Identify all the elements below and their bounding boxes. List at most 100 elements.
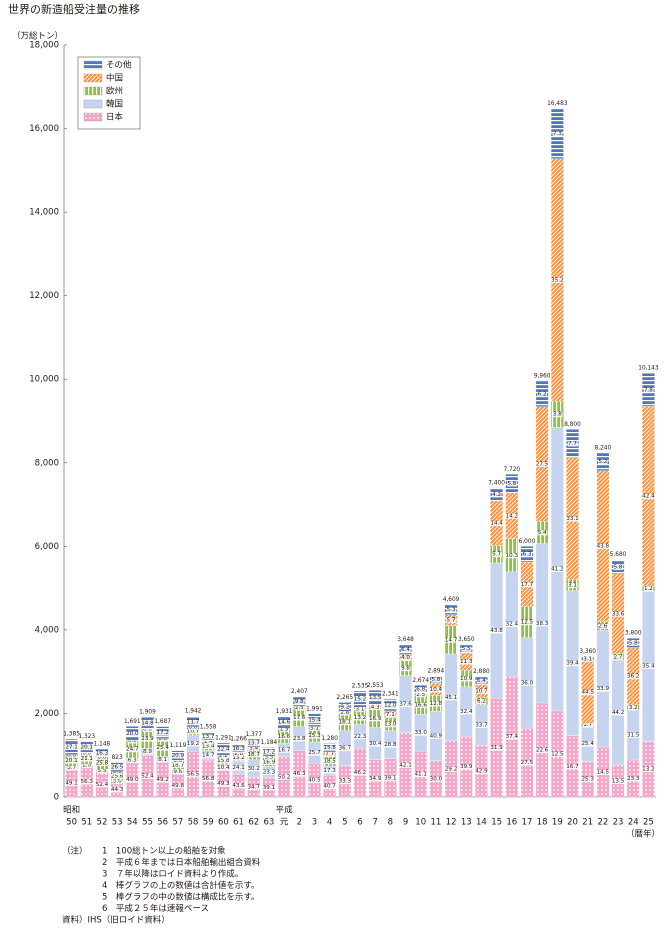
total-label: 1,323: [78, 734, 95, 740]
segment-label: 18.7: [248, 752, 261, 758]
segment-label: 13.2: [354, 715, 366, 721]
x-tick-label: 元: [280, 818, 289, 828]
segment-label: 14.7: [202, 753, 215, 759]
segment-label: 9.2: [340, 704, 349, 710]
segment-label: 44.3: [111, 787, 124, 793]
segment-label: 13.7: [202, 734, 215, 740]
x-tick-label: 6: [357, 818, 362, 828]
total-label: 8,800: [564, 422, 581, 428]
segment-label: 34.7: [248, 785, 261, 791]
x-tick-label: 53: [112, 818, 123, 828]
segment-label: 11.7: [187, 720, 200, 726]
segment-label: 30.2: [248, 766, 260, 772]
total-label: 2,894: [428, 669, 445, 675]
x-tick-label: 20: [567, 818, 578, 828]
segment-label: 2.5: [416, 692, 425, 698]
segment-label: 28.8: [384, 742, 397, 748]
segment-label: 3.4: [249, 745, 258, 751]
segment-label: 10.7: [187, 729, 200, 735]
total-label: 9,960: [534, 373, 551, 379]
segment-label: 14.4: [490, 521, 503, 527]
x-tick-label: 9: [403, 818, 408, 828]
segment-label: 14.5: [597, 770, 610, 776]
segment-label: 13.5: [369, 695, 382, 701]
segment-label: 5.5: [462, 646, 471, 652]
segment-label: 49.1: [65, 780, 78, 786]
segment-label: 1.7: [583, 722, 592, 728]
x-tick-label: 23: [613, 818, 624, 828]
segment-label: 0.0: [189, 724, 198, 730]
segment-label: 18.5: [323, 759, 336, 765]
segment-label: 16.7: [278, 747, 291, 753]
legend-swatch: [83, 99, 103, 109]
total-label: 1,942: [185, 708, 202, 714]
total-label: 1,148: [94, 742, 111, 748]
total-label: 7,400: [488, 480, 505, 486]
segment-label: 25.7: [308, 750, 321, 756]
segment-label: 23.8: [293, 736, 306, 742]
segment-label: 43.8: [597, 544, 610, 550]
segment-label: 5.3: [447, 607, 456, 613]
segment-label: 19.2: [187, 741, 199, 747]
segment-label: 30.0: [430, 776, 443, 782]
y-tick-label: 16,000: [29, 124, 59, 134]
total-label: 3,650: [458, 637, 475, 643]
x-tick-label: 15: [491, 818, 502, 828]
x-tick-label: 21: [582, 818, 593, 828]
legend-swatch: [83, 86, 103, 96]
legend-label: 韓国: [106, 99, 123, 110]
legend-swatch: [83, 112, 103, 122]
segment-label: 44.5: [581, 690, 594, 696]
segment-label: 13.2: [642, 767, 654, 773]
segment-label: 9.6: [173, 769, 182, 775]
segment-label: 13.0: [384, 722, 397, 728]
segment-label: 37.6: [399, 702, 412, 708]
segment-label: 33.0: [414, 730, 427, 736]
segment-label: 1.4: [204, 739, 213, 745]
total-label: 1,184: [261, 740, 278, 746]
segment-label: 27.5: [536, 461, 549, 467]
segment-label: 1.2: [644, 586, 653, 592]
segment-label: 6.3: [523, 552, 532, 558]
x-tick-label: 10: [415, 818, 426, 828]
segment-label: 16.6: [278, 734, 291, 740]
segment-label: 15.8: [323, 745, 336, 751]
segment-label: 25.8: [96, 761, 109, 767]
total-label: 5,680: [610, 552, 627, 558]
segment-label: 5.8: [507, 481, 516, 487]
segment-label: 0.0: [173, 758, 182, 764]
total-label: 3,800: [625, 631, 642, 637]
x-tick-label: 56: [157, 818, 168, 828]
segment-label: 36.0: [521, 680, 534, 686]
segment-label: 3.1: [356, 706, 365, 712]
segment-label: 14.8: [141, 721, 154, 727]
note: 2 平成６年までは日本船舶輸出組合資料: [102, 857, 261, 868]
segment-label: 37.4: [506, 734, 519, 740]
segment-label: 0.0: [67, 752, 76, 758]
total-label: 3,648: [397, 637, 414, 643]
segment-label: 18.7: [172, 762, 185, 768]
legend-label: その他: [106, 60, 132, 71]
segment-label: 36.7: [339, 746, 352, 752]
segment-label: 35.4: [642, 664, 655, 670]
segment-label: 0.0: [143, 727, 152, 733]
segment-label: 2.6: [598, 623, 607, 629]
segment-label: 2.7: [614, 654, 623, 660]
segment-label: 7.7: [325, 752, 334, 758]
segment-label: 10.3: [506, 553, 519, 559]
segment-label: 40.5: [308, 778, 321, 784]
segment-label: 27.5: [521, 760, 534, 766]
total-label: 2,265: [337, 695, 354, 701]
segment-label: 8.1: [158, 757, 167, 763]
segment-label: 56.5: [187, 772, 200, 778]
segment-label: 49.0: [126, 777, 139, 783]
segment-label: 36.2: [627, 674, 639, 680]
x-tick-label: 25: [643, 818, 654, 828]
segment-label: 17.2: [263, 749, 275, 755]
x-tick-label: 13: [461, 818, 472, 828]
y-tick-label: 8,000: [35, 458, 59, 468]
segment-label: 39.4: [566, 661, 579, 667]
segment-label: 33.3: [339, 779, 352, 785]
segment-label: 14.2: [506, 513, 518, 519]
segment-label: 12.8: [430, 701, 443, 707]
